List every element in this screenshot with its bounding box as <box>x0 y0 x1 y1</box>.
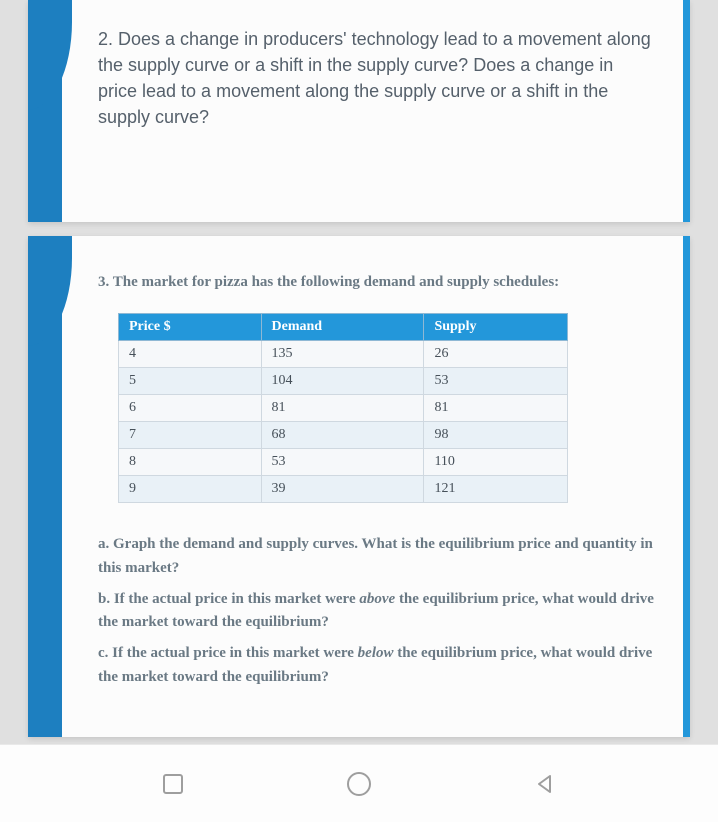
recent-apps-button[interactable] <box>158 769 188 799</box>
cell: 121 <box>424 476 568 503</box>
cell: 6 <box>119 395 262 422</box>
right-accent <box>683 236 690 737</box>
question-3a: a. Graph the demand and supply curves. W… <box>98 533 654 580</box>
right-accent <box>683 0 690 222</box>
table-body: 4 135 26 5 104 53 6 81 81 <box>119 341 568 503</box>
table-row: 4 135 26 <box>119 341 568 368</box>
cell: 8 <box>119 449 262 476</box>
question-3b: b. If the actual price in this market we… <box>98 588 654 635</box>
cell: 135 <box>261 341 424 368</box>
question-3c: c. If the actual price in this market we… <box>98 642 654 689</box>
home-button[interactable] <box>344 769 374 799</box>
table-header-row: Price $ Demand Supply <box>119 314 568 341</box>
content-area: 2. Does a change in producers' technolog… <box>0 0 718 737</box>
cell: 9 <box>119 476 262 503</box>
question-2-card: 2. Does a change in producers' technolog… <box>28 0 690 222</box>
cell: 26 <box>424 341 568 368</box>
left-accent <box>28 236 62 737</box>
table-row: 5 104 53 <box>119 368 568 395</box>
table-row: 9 39 121 <box>119 476 568 503</box>
question-3-intro: 3. The market for pizza has the followin… <box>98 274 654 291</box>
cell: 53 <box>424 368 568 395</box>
cell: 81 <box>424 395 568 422</box>
back-button[interactable] <box>530 769 560 799</box>
cell: 39 <box>261 476 424 503</box>
cell: 68 <box>261 422 424 449</box>
cell: 4 <box>119 341 262 368</box>
cell: 81 <box>261 395 424 422</box>
q3c-em: below <box>358 645 394 661</box>
left-accent <box>28 0 62 222</box>
q3b-em: above <box>359 591 395 607</box>
table-wrap: Price $ Demand Supply 4 135 26 5 104 53 <box>98 313 654 533</box>
circle-icon <box>347 772 371 796</box>
cell: 5 <box>119 368 262 395</box>
question-3-card: 3. The market for pizza has the followin… <box>28 236 690 737</box>
cell: 7 <box>119 422 262 449</box>
table-row: 7 68 98 <box>119 422 568 449</box>
col-price: Price $ <box>119 314 262 341</box>
triangle-icon <box>533 772 557 796</box>
q3b-pre: b. If the actual price in this market we… <box>98 591 359 607</box>
cell: 104 <box>261 368 424 395</box>
col-demand: Demand <box>261 314 424 341</box>
question-2-text: 2. Does a change in producers' technolog… <box>98 26 654 130</box>
square-icon <box>163 774 183 794</box>
col-supply: Supply <box>424 314 568 341</box>
q3c-pre: c. If the actual price in this market we… <box>98 645 358 661</box>
system-nav-bar <box>0 744 718 822</box>
demand-supply-table: Price $ Demand Supply 4 135 26 5 104 53 <box>118 313 568 503</box>
cell: 110 <box>424 449 568 476</box>
cell: 53 <box>261 449 424 476</box>
table-row: 6 81 81 <box>119 395 568 422</box>
cell: 98 <box>424 422 568 449</box>
table-row: 8 53 110 <box>119 449 568 476</box>
